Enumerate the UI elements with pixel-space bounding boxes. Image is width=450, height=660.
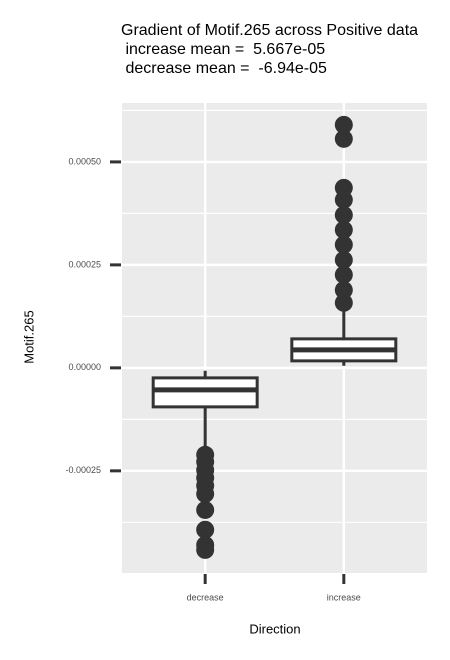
outlier: [334, 293, 353, 312]
outlier: [334, 265, 353, 284]
outlier: [334, 115, 353, 134]
y-axis-label: Motif.265: [21, 310, 36, 363]
outlier: [334, 220, 353, 239]
x-tick-label: increase: [327, 592, 361, 602]
outlier: [334, 129, 353, 148]
outlier: [196, 500, 215, 519]
outlier: [334, 206, 353, 225]
box: [151, 376, 259, 409]
x-axis-label: Direction: [249, 621, 300, 636]
outlier: [334, 250, 353, 269]
y-tick-label: -0.00025: [65, 465, 101, 475]
outlier: [334, 235, 353, 254]
outlier: [196, 520, 215, 539]
chart-subtitle: decrease mean = -6.94e-05: [121, 60, 327, 77]
outlier: [334, 178, 353, 197]
y-tick-label: 0.00050: [68, 156, 101, 166]
outlier: [196, 484, 215, 503]
chart-title: Gradient of Motif.265 across Positive da…: [121, 22, 418, 39]
outlier: [196, 540, 215, 559]
outlier: [334, 281, 353, 300]
y-tick-label: 0.00025: [68, 259, 101, 269]
x-tick-label: decrease: [187, 592, 224, 602]
chart-subtitle: increase mean = 5.667e-05: [121, 41, 325, 58]
y-tick-label: 0.00000: [68, 362, 101, 372]
